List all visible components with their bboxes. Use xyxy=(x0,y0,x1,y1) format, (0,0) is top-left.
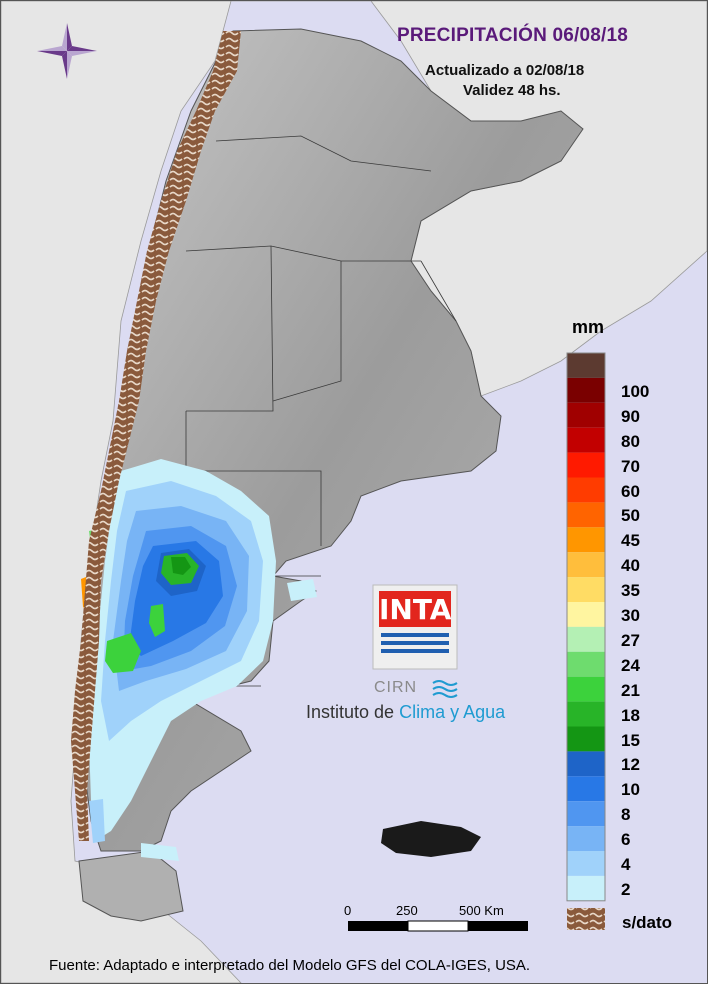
legend-swatch-21 xyxy=(567,875,605,901)
legend-swatch-3 xyxy=(567,427,605,453)
scale-tick-0: 0 xyxy=(344,903,352,918)
legend-label-10: 10 xyxy=(621,780,640,800)
legend-no-data-label: s/dato xyxy=(622,913,673,932)
legend-swatch-0 xyxy=(567,353,605,378)
legend-label-4: 4 xyxy=(621,855,631,874)
legend-swatch-8 xyxy=(567,552,605,578)
legend-color-bar xyxy=(566,352,606,902)
scale-tick-2: 500 Km xyxy=(459,903,504,918)
update-date: Actualizado a 02/08/18 xyxy=(425,62,585,79)
legend-swatch-1 xyxy=(567,377,605,403)
legend-swatch-6 xyxy=(567,502,605,528)
legend-no-data-swatch xyxy=(567,908,605,930)
legend-label-12: 12 xyxy=(621,755,640,775)
legend-label-30: 30 xyxy=(621,606,640,625)
malvinas-islands xyxy=(381,821,481,857)
legend-label-90: 90 xyxy=(621,406,640,426)
legend-label-40: 40 xyxy=(621,556,640,576)
legend-swatch-16 xyxy=(567,751,605,777)
legend-label-60: 60 xyxy=(621,481,640,501)
legend-outline xyxy=(566,352,606,902)
legend-swatch-7 xyxy=(567,527,605,553)
legend-unit: mm xyxy=(572,317,605,337)
inta-brand: INTA xyxy=(379,591,452,627)
legend-swatch-14 xyxy=(567,701,605,727)
legend-swatch-17 xyxy=(567,776,605,802)
legend-swatch-18 xyxy=(567,801,605,827)
legend-swatch-11 xyxy=(567,626,605,652)
legend-label-45: 45 xyxy=(621,531,640,551)
legend-swatch-15 xyxy=(567,726,605,752)
legend-label-27: 27 xyxy=(621,630,640,650)
legend-swatch-19 xyxy=(567,826,605,851)
legend-label-70: 70 xyxy=(621,456,640,476)
validity-text: Validez 48 hs. xyxy=(463,82,561,99)
legend-swatch-10 xyxy=(567,602,605,627)
legend-label-15: 15 xyxy=(621,730,640,750)
scale-tick-1: 250 xyxy=(396,903,418,918)
map-title: PRECIPITACIÓN 06/08/18 xyxy=(397,25,629,46)
legend-swatch-4 xyxy=(567,452,605,478)
legend-label-21: 21 xyxy=(621,680,640,700)
institute-prefix: Instituto de xyxy=(306,702,395,722)
legend-swatch-9 xyxy=(567,577,605,602)
legend-label-35: 35 xyxy=(621,581,640,601)
legend-label-80: 80 xyxy=(621,431,640,451)
legend-swatch-2 xyxy=(567,402,605,428)
legend-label-8: 8 xyxy=(621,805,631,825)
legend-label-18: 18 xyxy=(621,705,640,725)
scale-bar xyxy=(348,920,528,932)
legend-swatch-20 xyxy=(567,851,605,876)
legend-label-2: 2 xyxy=(621,879,631,899)
legend-swatch-13 xyxy=(567,676,605,702)
legend-swatch-5 xyxy=(567,477,605,503)
institute-accent: Clima y Agua xyxy=(399,702,506,722)
andes-no-data xyxy=(71,31,241,841)
legend-label-50: 50 xyxy=(621,506,640,526)
legend-swatch-12 xyxy=(567,651,605,677)
institute-name: Instituto de Clima y Agua xyxy=(306,702,505,723)
footer-source: Fuente: Adaptado e interpretado del Mode… xyxy=(49,957,531,974)
legend-label-100: 100 xyxy=(621,381,650,401)
legend-label-6: 6 xyxy=(621,830,631,850)
precipitation-field xyxy=(81,459,317,861)
legend-label-24: 24 xyxy=(621,655,640,675)
cirn-label: CIRN xyxy=(374,679,418,696)
compass-rose-icon xyxy=(37,23,97,79)
